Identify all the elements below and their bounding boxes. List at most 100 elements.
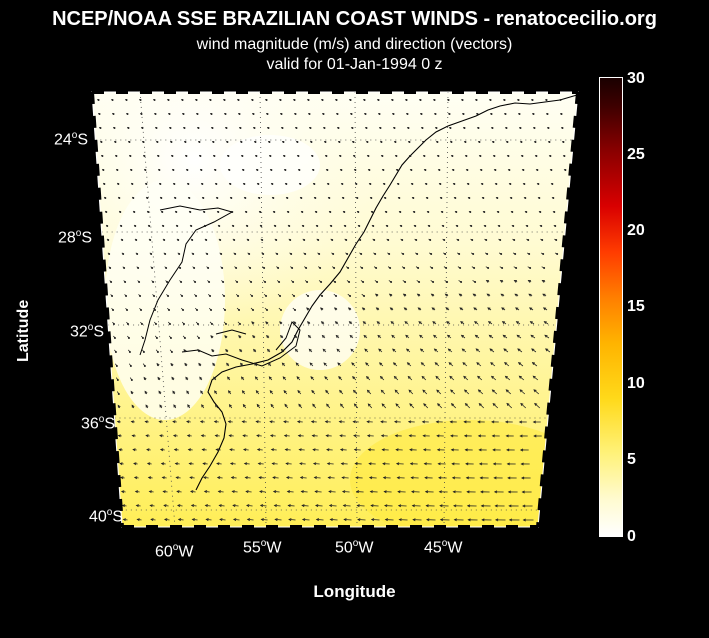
wind-vector-head	[533, 434, 537, 438]
wind-vector-dot	[293, 99, 296, 102]
wind-vector-dot	[440, 196, 443, 199]
wind-vector-dot	[169, 336, 172, 339]
wind-vector-dot	[545, 99, 548, 102]
wind-vector-dot	[182, 113, 185, 116]
wind-vector-head	[320, 321, 325, 325]
wind-vector-head	[218, 504, 222, 508]
wind-vector-dot	[265, 294, 268, 297]
wind-vector-head	[464, 403, 468, 407]
wind-vector-dot	[209, 99, 212, 102]
wind-vector-dot	[249, 266, 252, 269]
wind-vector-dot	[290, 252, 293, 255]
wind-vector-head	[242, 403, 246, 408]
wind-vector-head	[349, 334, 353, 338]
wind-vector-dot	[322, 113, 325, 116]
wind-vector-head	[380, 434, 385, 438]
wind-vector-head	[173, 448, 178, 452]
wind-vector-head	[228, 434, 232, 438]
wind-vector-head	[408, 389, 412, 393]
wind-vector-head	[485, 279, 490, 283]
wind-vector-dot	[121, 238, 124, 241]
wind-vector-dot	[520, 140, 523, 143]
wind-vector-head	[369, 490, 373, 494]
wind-vector	[259, 491, 266, 493]
wind-vector	[261, 518, 268, 521]
wind-vector-head	[404, 321, 408, 325]
wind-vector-dot	[411, 182, 414, 185]
wind-vector-dot	[418, 280, 421, 283]
wind-vector-dot	[173, 182, 176, 185]
wind-vector-dot	[454, 196, 457, 199]
wind-vector-dot	[101, 154, 104, 157]
wind-vector	[272, 463, 278, 465]
wind-vector-head	[530, 334, 534, 338]
wind-vector-dot	[252, 113, 255, 116]
wind-vector-dot	[537, 182, 540, 185]
wind-vector-head	[325, 434, 329, 438]
wind-vector-dot	[113, 127, 116, 130]
wind-vector-head	[231, 490, 235, 494]
wind-vector-dot	[155, 127, 158, 130]
wind-vector-dot	[127, 322, 130, 325]
wind-vector-dot	[206, 252, 209, 255]
wind-vector-dot	[187, 182, 190, 185]
wind-vector-head	[211, 348, 215, 353]
wind-vector-dot	[471, 238, 474, 241]
lon-tick-50: 50oW	[335, 538, 374, 557]
wind-vector-head	[312, 462, 317, 466]
wind-vector-dot	[153, 99, 156, 102]
wind-vector-head	[528, 307, 533, 311]
wind-vector-head	[256, 403, 260, 408]
wind-vector-dot	[320, 280, 323, 283]
wind-vector-head	[393, 375, 397, 380]
wind-vector-dot	[204, 224, 207, 227]
wind-vector-head	[423, 403, 427, 407]
wind-vector-dot	[540, 224, 543, 227]
wind-vector-head	[241, 420, 245, 424]
wind-vector-dot	[465, 154, 468, 157]
wind-vector-dot	[534, 140, 537, 143]
wind-vector-dot	[356, 196, 359, 199]
wind-vector-dot	[319, 266, 322, 269]
wind-vector-dot	[480, 168, 483, 171]
wind-vector-dot	[372, 224, 375, 227]
wind-vector-dot	[531, 99, 534, 102]
wind-vector-head	[338, 376, 342, 380]
wind-vector-head	[382, 476, 387, 480]
wind-vector-head	[403, 307, 407, 311]
wind-vector-dot	[239, 127, 242, 130]
wind-vector-dot	[329, 210, 332, 213]
wind-vector-head	[335, 334, 339, 338]
wind-vector-dot	[181, 99, 184, 102]
wind-vector-head	[384, 504, 388, 508]
wind-vector-dot	[257, 182, 260, 185]
wind-vector-dot	[359, 238, 362, 241]
wind-vector-dot	[512, 224, 515, 227]
wind-vector-head	[172, 390, 176, 394]
wind-vector-head	[339, 448, 344, 452]
wind-vector-head	[177, 504, 181, 508]
wind-vector-head	[368, 462, 372, 466]
wind-vector-dot	[561, 127, 564, 130]
wind-vector-head	[341, 476, 345, 480]
wind-vector	[329, 505, 337, 507]
wind-vector-head	[409, 462, 414, 466]
wind-vector-head	[341, 490, 346, 494]
wind-vector-head	[534, 402, 538, 406]
wind-vector-dot	[462, 113, 465, 116]
wind-vector-dot	[278, 280, 281, 283]
wind-vector-head	[396, 476, 400, 480]
wind-vector-head	[324, 376, 328, 380]
wind-vector-dot	[112, 308, 115, 311]
wind-vector-head	[450, 434, 454, 438]
wind-vector	[505, 375, 511, 381]
wind-vector-dot	[441, 210, 444, 213]
wind-vector-head	[329, 518, 333, 522]
wind-vector-head	[422, 448, 427, 452]
wind-vector-head	[519, 389, 523, 393]
wind-vector-dot	[342, 196, 345, 199]
wind-vector-head	[407, 375, 411, 379]
wind-vector-dot	[303, 238, 306, 241]
wind-vector-dot	[224, 308, 227, 311]
wind-vector-dot	[114, 140, 117, 143]
